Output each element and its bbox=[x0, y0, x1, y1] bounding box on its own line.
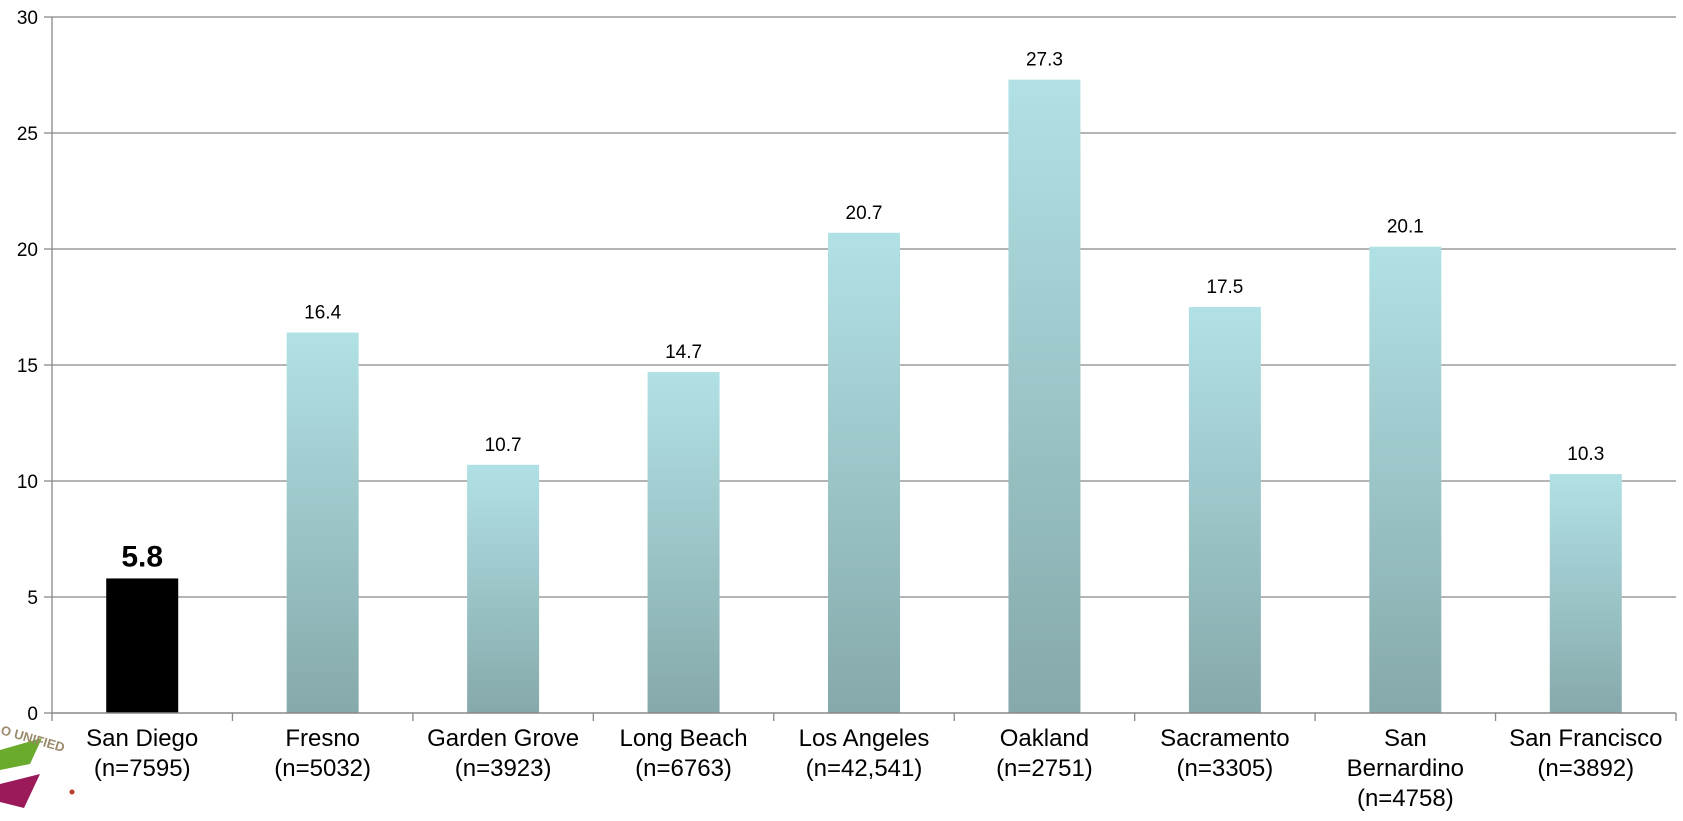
x-tick-label: Long Beach bbox=[620, 725, 748, 752]
x-tick-label: (n=5032) bbox=[274, 755, 371, 782]
x-tick-label: Oakland bbox=[1000, 725, 1089, 752]
data-label: 27.3 bbox=[1026, 50, 1063, 71]
y-tick-label: 25 bbox=[17, 124, 38, 145]
y-tick-label: 30 bbox=[17, 8, 38, 29]
x-tick-label: Garden Grove bbox=[427, 725, 579, 752]
data-label: 5.8 bbox=[121, 540, 163, 573]
x-tick-label: San bbox=[1384, 725, 1427, 752]
bar bbox=[647, 371, 720, 713]
bars bbox=[106, 79, 1622, 713]
x-tick-label: (n=4758) bbox=[1357, 785, 1454, 812]
x-tick-label: (n=6763) bbox=[635, 755, 732, 782]
bar bbox=[467, 464, 540, 713]
logo-leaf-green bbox=[0, 738, 42, 770]
x-tick-label: Fresno bbox=[285, 725, 360, 752]
data-label: 17.5 bbox=[1206, 277, 1243, 298]
bar bbox=[828, 232, 900, 713]
district-logo: O UNIFIED bbox=[0, 722, 75, 808]
y-tick-label: 5 bbox=[27, 588, 38, 609]
bar bbox=[1008, 79, 1081, 713]
x-tick-label: San Francisco bbox=[1509, 725, 1662, 752]
category-labels: San Diego (n=7595) Fresno (n=5032) Garden Gr… bbox=[86, 725, 1662, 812]
x-tick-label: Los Angeles bbox=[799, 725, 930, 752]
x-tick-label: (n=42,541) bbox=[806, 755, 923, 782]
y-tick-label: 0 bbox=[27, 704, 38, 725]
data-label: 20.7 bbox=[846, 203, 883, 224]
y-axis-ticks: 0 5 10 15 20 25 30 bbox=[17, 8, 52, 725]
data-label: 10.3 bbox=[1567, 444, 1604, 465]
bar bbox=[1369, 246, 1442, 713]
x-tick-label: Sacramento bbox=[1160, 725, 1289, 752]
y-tick-label: 20 bbox=[17, 240, 38, 261]
x-tick-label: San Diego bbox=[86, 725, 198, 752]
x-axis bbox=[51, 17, 1677, 721]
x-tick-label: (n=2751) bbox=[996, 755, 1093, 782]
x-tick-label: (n=3923) bbox=[455, 755, 552, 782]
data-label: 20.1 bbox=[1387, 217, 1424, 238]
data-labels: 5.8 16.4 10.7 14.7 20.7 27.3 17.5 20.1 10.3 bbox=[121, 50, 1604, 574]
x-tick-label: (n=7595) bbox=[94, 755, 191, 782]
bar bbox=[1188, 307, 1261, 713]
bar bbox=[1549, 474, 1622, 713]
data-label: 10.7 bbox=[485, 435, 522, 456]
bar bbox=[106, 578, 179, 713]
x-tick-label: Bernardino bbox=[1347, 755, 1464, 782]
logo-dot bbox=[69, 789, 75, 795]
y-tick-label: 10 bbox=[17, 472, 38, 493]
x-tick-label: (n=3892) bbox=[1537, 755, 1634, 782]
x-tick-label: (n=3305) bbox=[1177, 755, 1274, 782]
y-tick-label: 15 bbox=[17, 356, 38, 377]
bar bbox=[286, 332, 359, 713]
logo-leaf-magenta bbox=[0, 774, 40, 808]
data-label: 14.7 bbox=[665, 342, 702, 363]
data-label: 16.4 bbox=[304, 303, 341, 324]
